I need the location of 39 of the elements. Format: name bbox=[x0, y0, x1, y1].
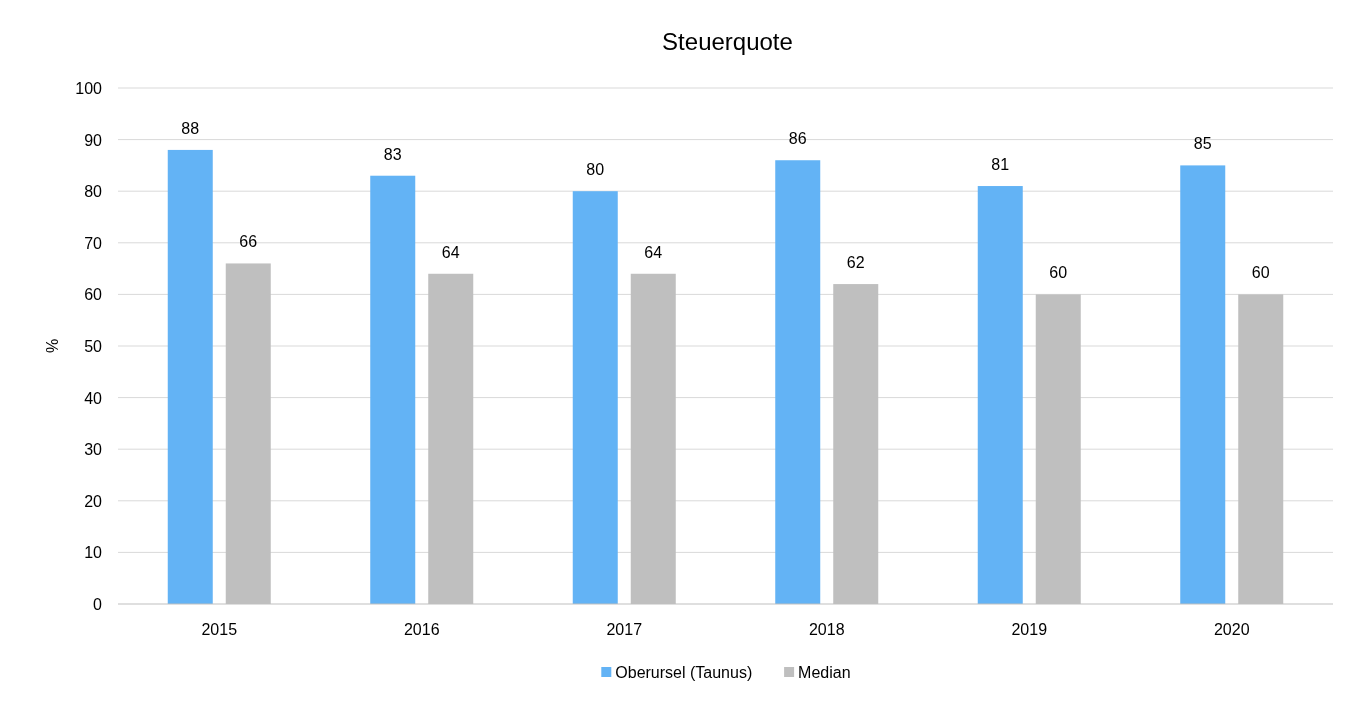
x-tick-label: 2015 bbox=[201, 621, 238, 638]
y-tick-label: 90 bbox=[84, 131, 103, 149]
data-label: 66 bbox=[239, 233, 258, 251]
data-label: 60 bbox=[1251, 264, 1270, 282]
y-tick-label: 50 bbox=[84, 338, 103, 355]
data-label: 60 bbox=[1049, 264, 1068, 282]
bar bbox=[370, 175, 416, 604]
bar bbox=[1180, 165, 1226, 604]
data-label: 83 bbox=[383, 145, 402, 163]
y-tick-label: 70 bbox=[84, 234, 103, 252]
bar bbox=[572, 191, 618, 604]
y-tick-label: 30 bbox=[84, 441, 103, 459]
legend-label: Oberursel (Taunus) bbox=[615, 664, 753, 681]
legend-label: Median bbox=[798, 664, 851, 681]
data-label: 64 bbox=[644, 243, 663, 261]
y-tick-label: 100 bbox=[75, 80, 103, 97]
x-tick-label: 2019 bbox=[1011, 621, 1048, 638]
data-label: 62 bbox=[846, 254, 865, 272]
y-tick-label: 80 bbox=[84, 183, 103, 201]
data-label: 86 bbox=[788, 130, 807, 148]
y-tick-label: 60 bbox=[84, 286, 103, 304]
chart-title: Steuerquote bbox=[662, 28, 793, 55]
x-tick-label: 2020 bbox=[1213, 621, 1250, 638]
bar bbox=[977, 186, 1023, 604]
y-tick-label: 10 bbox=[84, 544, 103, 562]
x-tick-label: 2017 bbox=[606, 621, 643, 638]
y-axis-title: % bbox=[44, 338, 61, 354]
x-tick-label: 2018 bbox=[808, 621, 845, 638]
bar bbox=[167, 149, 213, 604]
x-tick-label: 2016 bbox=[403, 621, 440, 638]
bar bbox=[775, 160, 821, 604]
data-label: 64 bbox=[441, 243, 460, 261]
y-tick-label: 20 bbox=[84, 492, 103, 510]
data-label: 88 bbox=[181, 119, 200, 137]
y-tick-label: 0 bbox=[93, 596, 103, 613]
data-label: 81 bbox=[991, 156, 1010, 174]
y-tick-label: 40 bbox=[84, 389, 103, 407]
data-label: 85 bbox=[1193, 135, 1212, 153]
data-label: 80 bbox=[586, 161, 605, 179]
